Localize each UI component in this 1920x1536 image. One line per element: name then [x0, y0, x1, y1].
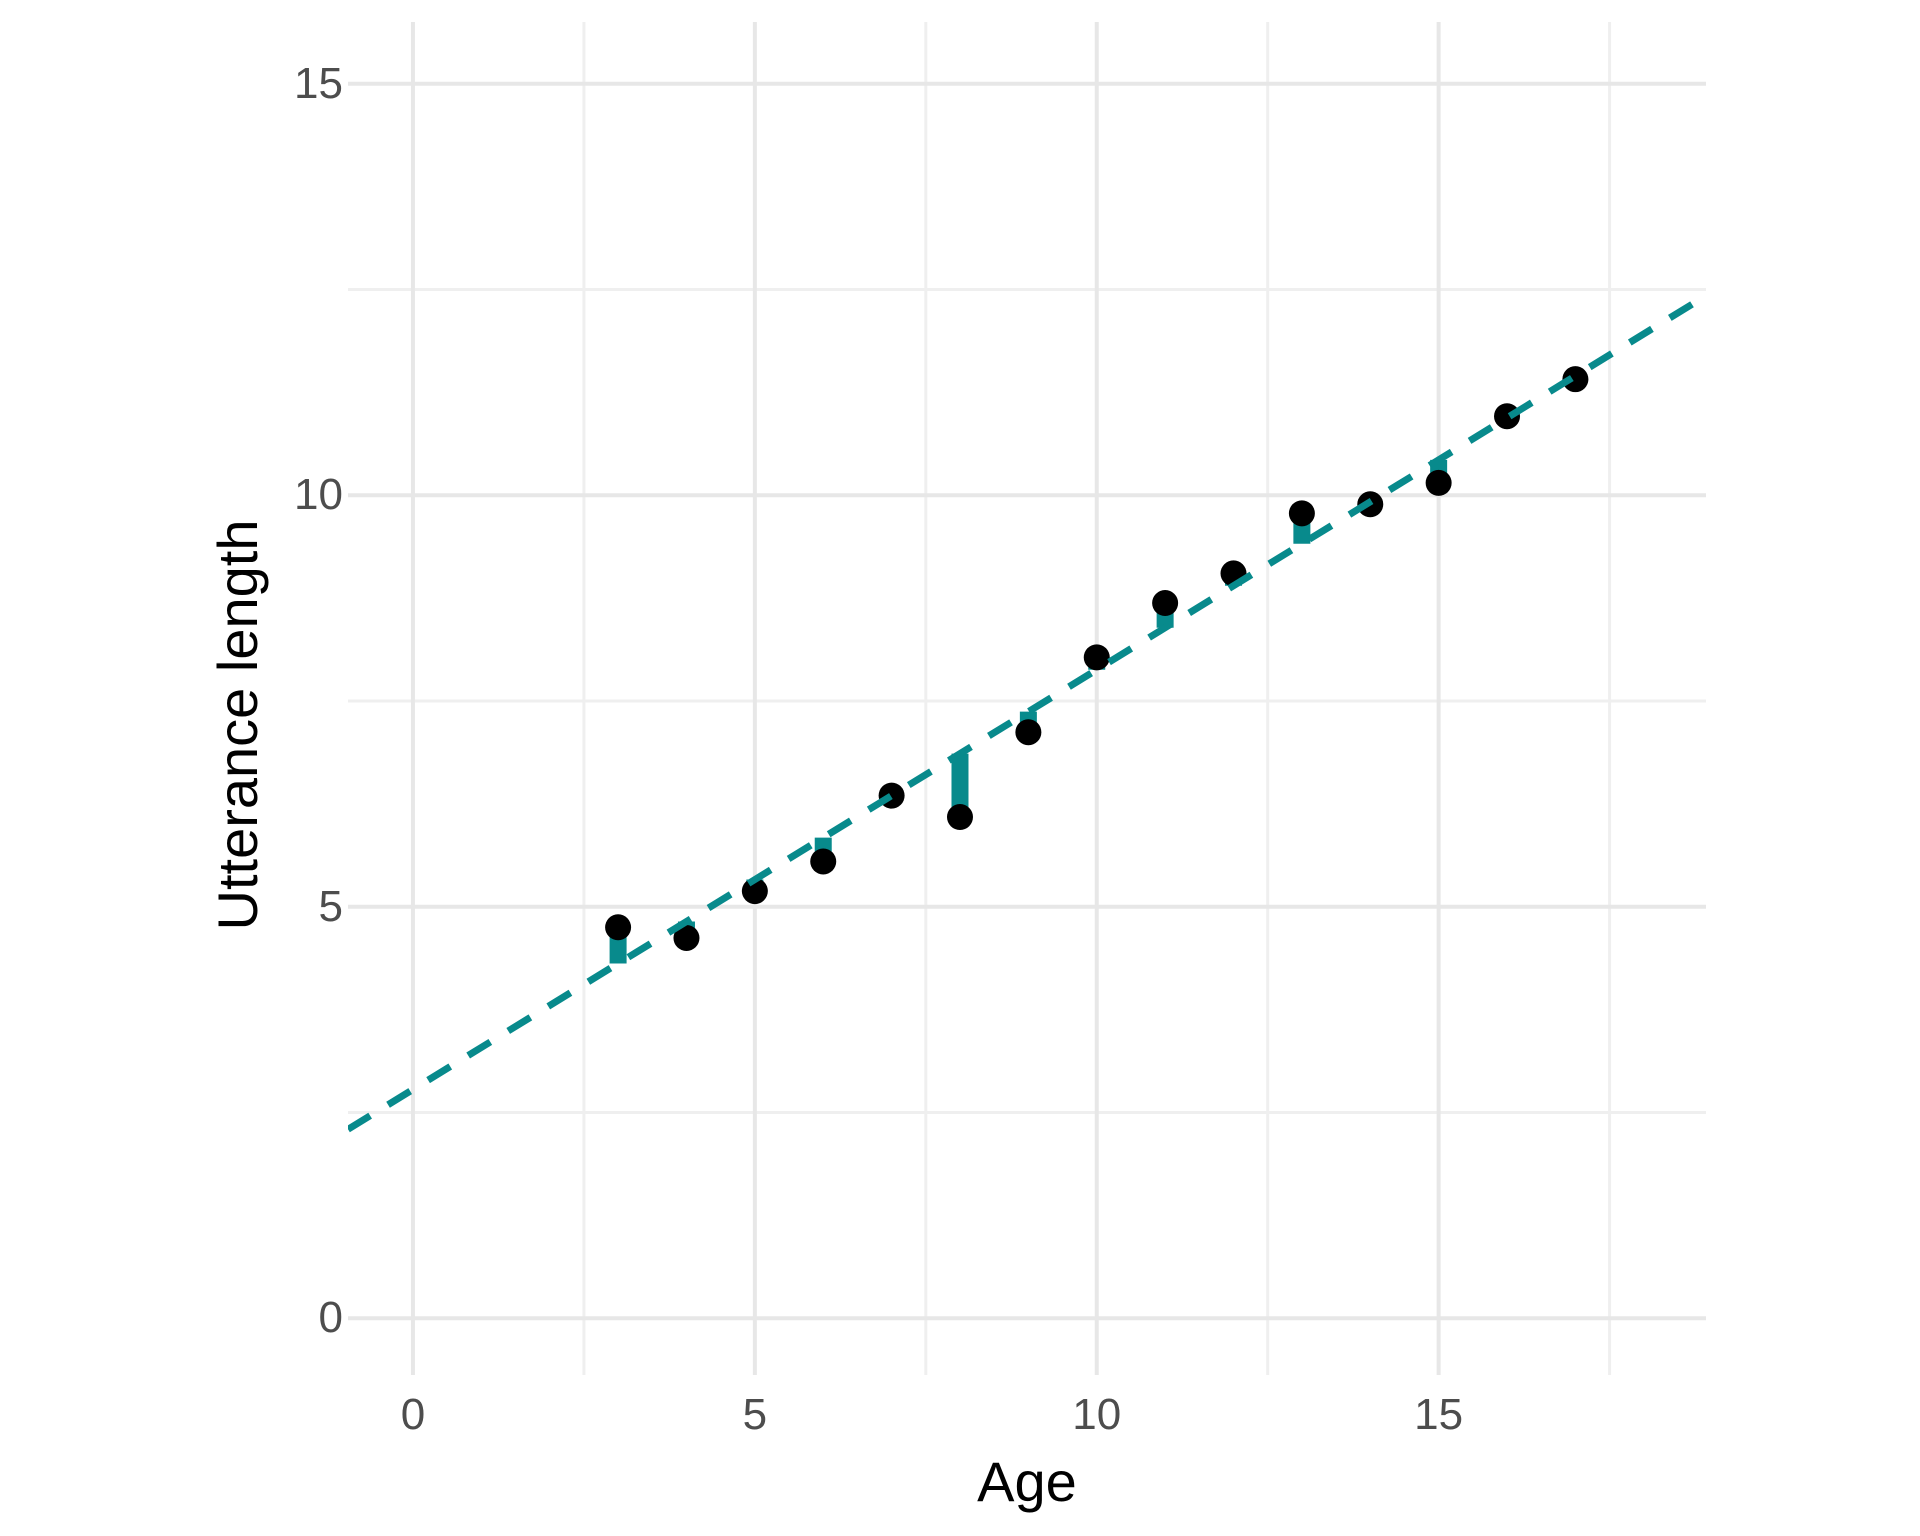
x-tick-label: 5 — [742, 1390, 768, 1439]
data-point — [1083, 644, 1110, 671]
fit-line — [348, 292, 1706, 1133]
plot-canvas — [348, 22, 1706, 1375]
data-point — [1015, 719, 1042, 746]
x-axis-title: Age — [977, 1450, 1077, 1513]
y-tick-label: 10 — [294, 470, 343, 520]
data-point — [1288, 500, 1315, 527]
data-point — [1152, 590, 1179, 617]
data-point — [1494, 403, 1521, 430]
plot-panel — [348, 22, 1706, 1375]
data-point — [946, 804, 973, 831]
y-tick-label: 5 — [318, 881, 343, 931]
data-point — [810, 848, 837, 875]
data-point — [605, 914, 632, 941]
x-tick-label: 15 — [1414, 1390, 1464, 1439]
y-axis-title: Utterance length — [206, 519, 269, 931]
data-point — [741, 878, 768, 905]
y-tick-label: 15 — [294, 58, 343, 108]
y-tick-label: 0 — [318, 1293, 343, 1343]
data-point — [1562, 366, 1589, 393]
x-tick-label: 0 — [400, 1390, 426, 1439]
data-point — [673, 924, 700, 951]
data-point — [1425, 469, 1452, 496]
x-tick-label: 10 — [1072, 1390, 1122, 1439]
